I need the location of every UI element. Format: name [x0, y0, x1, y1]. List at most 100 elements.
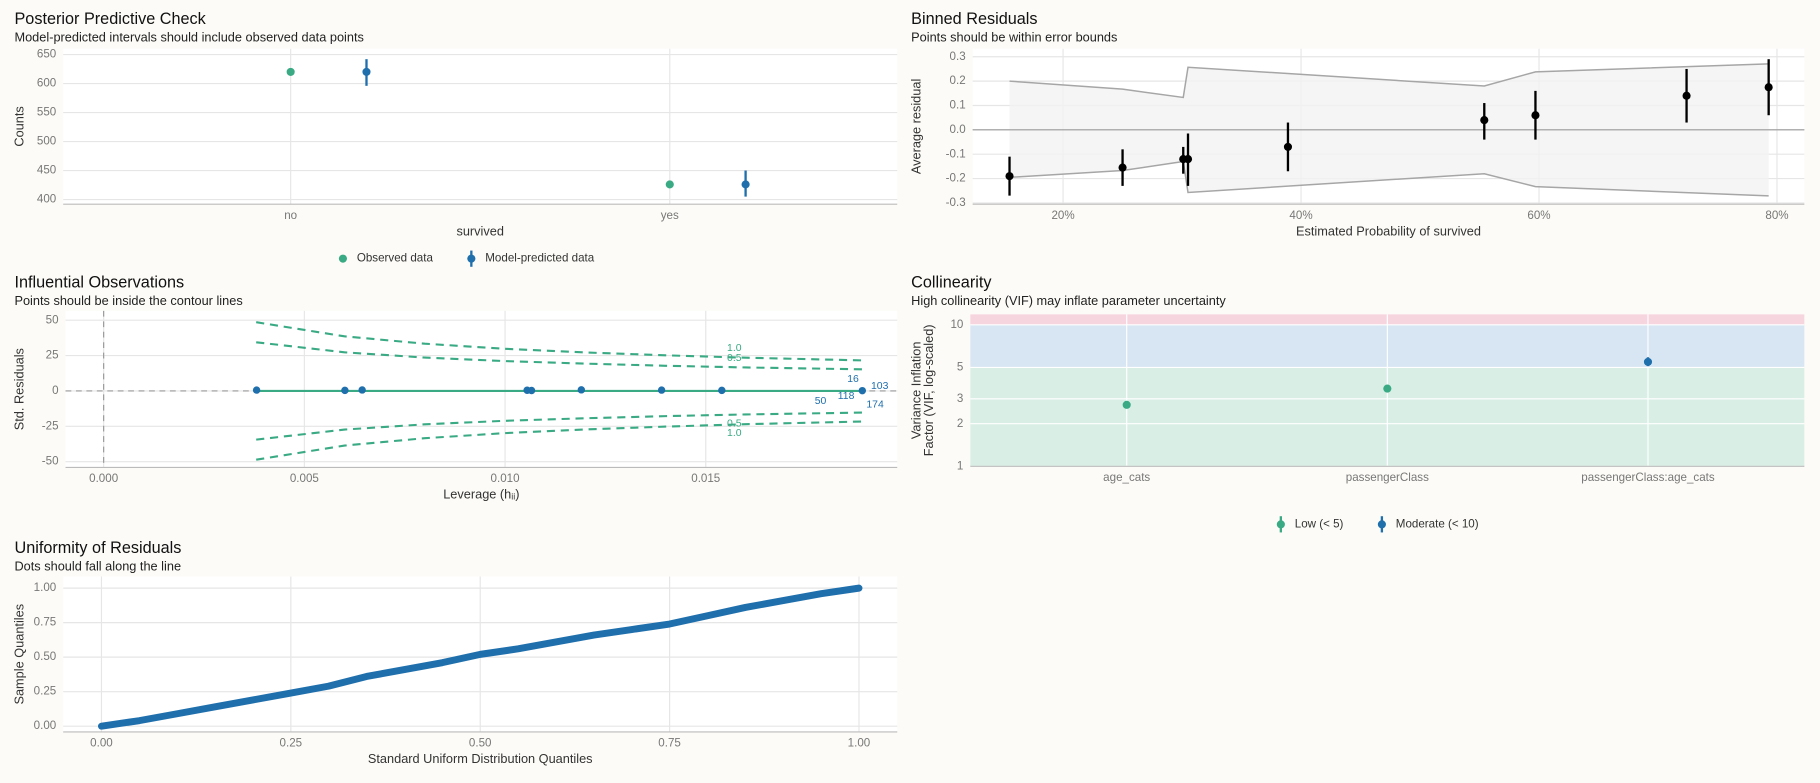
y-tick-label: 600	[37, 77, 56, 90]
legend-marker	[1276, 520, 1285, 529]
x-tick-label: no	[284, 209, 297, 222]
panel-subtitle: Points should be inside the contour line…	[14, 293, 242, 308]
y-tick-label: 1.00	[34, 581, 57, 594]
point	[665, 180, 674, 189]
point	[657, 386, 666, 394]
contour-label: 0.5	[727, 353, 742, 364]
cook-contour	[256, 420, 863, 461]
point	[741, 180, 750, 189]
y-tick-label: -50	[42, 455, 59, 468]
y-tick-label: 25	[46, 349, 59, 362]
y-axis-label: Variance Inflation	[908, 342, 923, 440]
x-tick-label: passengerClass	[1346, 471, 1429, 484]
y-tick-label: 400	[37, 193, 56, 206]
y-axis-label: Std. Residuals	[12, 348, 27, 430]
qq-points	[97, 584, 863, 730]
y-tick-label: 10	[950, 318, 963, 331]
point-label: 50	[815, 396, 827, 407]
y-tick-label: 0.25	[34, 685, 57, 698]
panel-subtitle: Points should be within error bounds	[911, 30, 1117, 45]
x-tick-label: 0.50	[469, 737, 492, 750]
point-label: 174	[866, 399, 884, 410]
contour-label: 1.0	[727, 343, 742, 354]
y-tick-label: 500	[37, 135, 56, 148]
y-tick-label: 50	[46, 313, 59, 326]
panel-subtitle: Dots should fall along the line	[14, 559, 181, 574]
y-tick-label: 0.75	[34, 616, 57, 629]
point	[1183, 155, 1193, 164]
x-tick-label: 0.015	[691, 472, 720, 485]
y-tick-label: 0.2	[950, 74, 966, 87]
y-tick-label: 0.1	[950, 99, 966, 112]
point	[1122, 400, 1131, 409]
x-tick-label: yes	[661, 209, 679, 222]
point	[341, 386, 349, 395]
point-label: 103	[871, 381, 889, 392]
point	[1118, 163, 1127, 172]
point	[1383, 384, 1392, 393]
y-tick-label: -0.3	[946, 196, 966, 209]
point-label: 118	[838, 391, 855, 402]
panel-subtitle: Model-predicted intervals should include…	[14, 30, 363, 45]
cook-contour	[256, 341, 863, 371]
legend-marker	[338, 254, 347, 263]
legend-marker	[1377, 520, 1386, 529]
x-tick-label: 0.000	[89, 472, 118, 485]
x-tick-label: 60%	[1527, 209, 1550, 222]
y-tick-label: -25	[42, 419, 59, 432]
point-label: 16	[847, 374, 859, 385]
panel-title: Collinearity	[911, 273, 992, 291]
y-tick-label: 550	[37, 106, 56, 119]
panel-title: Influential Observations	[14, 273, 184, 291]
y-tick-label: -0.1	[946, 147, 966, 160]
legend-label: Observed data	[357, 252, 434, 265]
point	[718, 386, 726, 395]
x-axis-label: survived	[456, 223, 503, 238]
legend-label: Moderate (< 10)	[1396, 517, 1479, 530]
y-tick-label: 0.00	[34, 719, 57, 732]
x-tick-label: 20%	[1051, 209, 1074, 222]
x-tick-label: 0.00	[90, 737, 113, 750]
cook-contour	[256, 411, 863, 441]
x-tick-label: 0.010	[491, 472, 520, 485]
x-tick-label: 1.00	[848, 737, 871, 750]
plot-background	[63, 48, 898, 205]
panel-subtitle: High collinearity (VIF) may inflate para…	[911, 293, 1226, 308]
legend-marker	[467, 254, 476, 263]
point	[858, 386, 867, 395]
point	[1643, 357, 1653, 366]
contour-label: 0.5	[727, 418, 742, 429]
y-tick-label: 0	[52, 384, 58, 397]
point	[577, 386, 586, 394]
x-tick-label: 80%	[1765, 209, 1788, 222]
point	[527, 386, 536, 395]
x-tick-label: 0.005	[290, 472, 319, 485]
y-tick-label: -0.2	[946, 172, 966, 185]
panel-title: Uniformity of Residuals	[14, 539, 181, 557]
point	[1283, 142, 1293, 151]
y-tick-label: 1	[957, 459, 963, 472]
point	[286, 67, 295, 76]
x-axis-label: Leverage (hᵢᵢ)	[443, 487, 519, 502]
y-tick-label: 450	[37, 164, 56, 177]
y-axis-label: Sample Quantiles	[12, 604, 27, 705]
point	[1682, 91, 1691, 100]
x-tick-label: 40%	[1289, 209, 1312, 222]
point	[252, 386, 261, 394]
y-tick-label: 0.3	[950, 50, 966, 63]
x-tick-label: 0.25	[280, 737, 303, 750]
y-tick-label: 2	[957, 417, 963, 430]
y-axis-label: Factor (VIF, log-scaled)	[921, 324, 936, 456]
point	[358, 386, 366, 394]
point	[1005, 172, 1014, 181]
y-axis-label: Average residual	[908, 79, 923, 174]
x-axis-label: Estimated Probability of survived	[1296, 223, 1481, 238]
point	[362, 67, 371, 76]
panel-title: Binned Residuals	[911, 10, 1037, 28]
y-axis-label: Counts	[12, 106, 27, 146]
contour-label: 1.0	[727, 428, 742, 439]
panel-title: Posterior Predictive Check	[14, 10, 206, 28]
cook-contour	[256, 321, 863, 362]
